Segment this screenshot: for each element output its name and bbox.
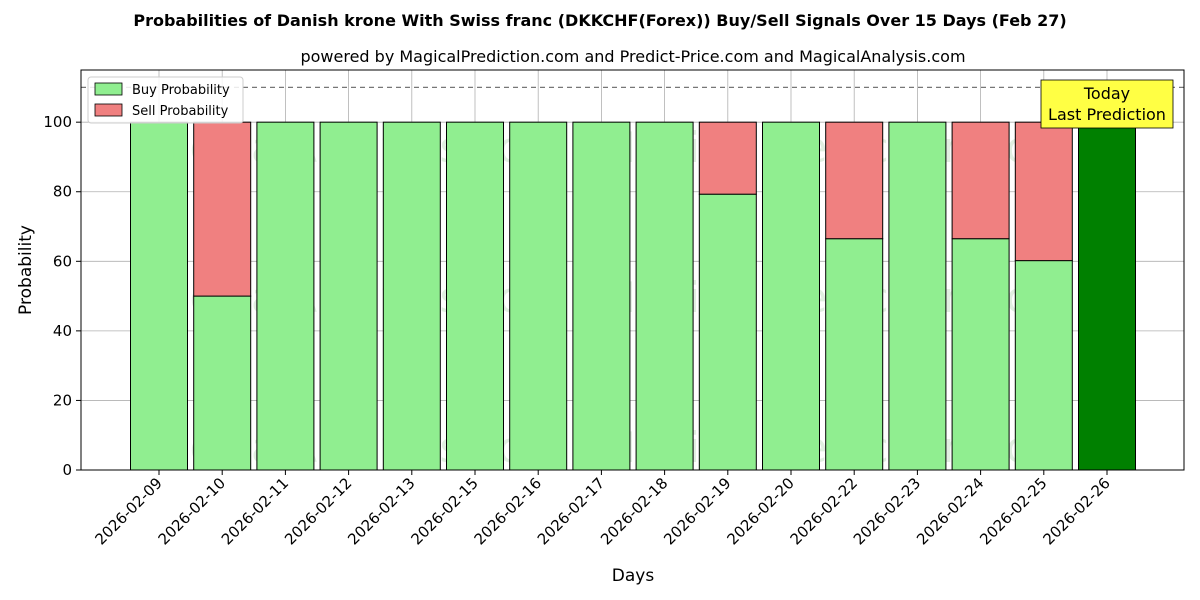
legend: Buy Probability Sell Probability <box>87 76 244 124</box>
y-tick-label: 20 <box>53 391 72 409</box>
y-tick-label: 60 <box>53 252 72 270</box>
y-axis-ticks: 0 20 40 60 80 100 <box>43 113 81 479</box>
bar-buy <box>762 121 820 471</box>
legend-box <box>87 76 244 124</box>
today-annotation-line2: Last Prediction <box>1048 105 1166 124</box>
today-annotation: Today Last Prediction <box>1040 79 1174 129</box>
bar-buy <box>635 121 694 471</box>
legend-swatch-buy <box>94 82 123 96</box>
bar-sell <box>825 121 884 240</box>
y-tick-label: 0 <box>62 461 72 479</box>
bar-buy <box>256 121 315 471</box>
bar-buy <box>572 121 631 471</box>
bar-sell <box>193 121 252 297</box>
bar-buy <box>888 121 947 471</box>
y-tick-label: 100 <box>43 113 72 131</box>
legend-swatch-sell <box>94 103 123 117</box>
bar-buy <box>1078 121 1136 471</box>
bar-buy <box>382 121 441 471</box>
bar-buy <box>951 238 1010 471</box>
bar-buy <box>193 295 252 471</box>
bar-sell <box>698 121 757 195</box>
today-annotation-line1: Today <box>1083 84 1130 103</box>
plot-frame <box>80 69 1185 471</box>
bar-buy <box>446 121 504 471</box>
legend-label-buy: Buy Probability <box>132 83 230 98</box>
y-tick-label: 80 <box>53 183 72 201</box>
bar-sell <box>951 121 1010 240</box>
bar-buy <box>698 193 757 471</box>
bar-buy <box>509 121 568 471</box>
bar-buy <box>1014 260 1073 471</box>
x-axis-label: Days <box>612 566 655 586</box>
y-tick-label: 40 <box>53 322 72 340</box>
legend-label-sell: Sell Probability <box>132 104 229 119</box>
bar-buy <box>825 238 884 471</box>
y-axis-label: Probability <box>16 225 36 315</box>
bars <box>130 121 1136 471</box>
bar-sell <box>1014 121 1073 262</box>
chart-title: Probabilities of Danish krone With Swiss… <box>133 11 1066 30</box>
chart-subtitle: powered by MagicalPrediction.com and Pre… <box>300 47 965 66</box>
bar-buy <box>130 121 188 471</box>
today-annotation-box <box>1040 79 1174 129</box>
bar-buy <box>319 121 378 471</box>
